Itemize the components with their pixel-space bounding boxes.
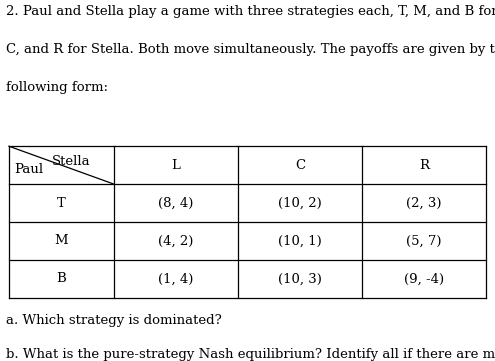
Text: (4, 2): (4, 2): [158, 234, 194, 248]
Text: (8, 4): (8, 4): [158, 196, 194, 210]
Text: B: B: [56, 272, 66, 286]
Text: a. Which strategy is dominated?: a. Which strategy is dominated?: [6, 314, 222, 327]
Text: M: M: [54, 234, 68, 248]
Text: b. What is the pure-strategy Nash equilibrium? Identify all if there are more th: b. What is the pure-strategy Nash equili…: [6, 348, 495, 361]
Text: (10, 2): (10, 2): [278, 196, 322, 210]
Text: R: R: [419, 158, 429, 172]
Text: C: C: [295, 158, 305, 172]
Text: 2. Paul and Stella play a game with three strategies each, T, M, and B for Paul,: 2. Paul and Stella play a game with thre…: [6, 5, 495, 18]
Text: (9, -4): (9, -4): [404, 272, 444, 286]
Text: (2, 3): (2, 3): [406, 196, 442, 210]
Text: T: T: [57, 196, 66, 210]
Text: Stella: Stella: [52, 155, 91, 168]
Text: (10, 1): (10, 1): [278, 234, 322, 248]
Text: (1, 4): (1, 4): [158, 272, 194, 286]
Text: (10, 3): (10, 3): [278, 272, 322, 286]
Text: Paul: Paul: [14, 163, 43, 176]
Text: C, and R for Stella. Both move simultaneously. The payoffs are given by the: C, and R for Stella. Both move simultane…: [6, 43, 495, 56]
Text: L: L: [171, 158, 180, 172]
Text: following form:: following form:: [6, 81, 108, 94]
Text: (5, 7): (5, 7): [406, 234, 442, 248]
